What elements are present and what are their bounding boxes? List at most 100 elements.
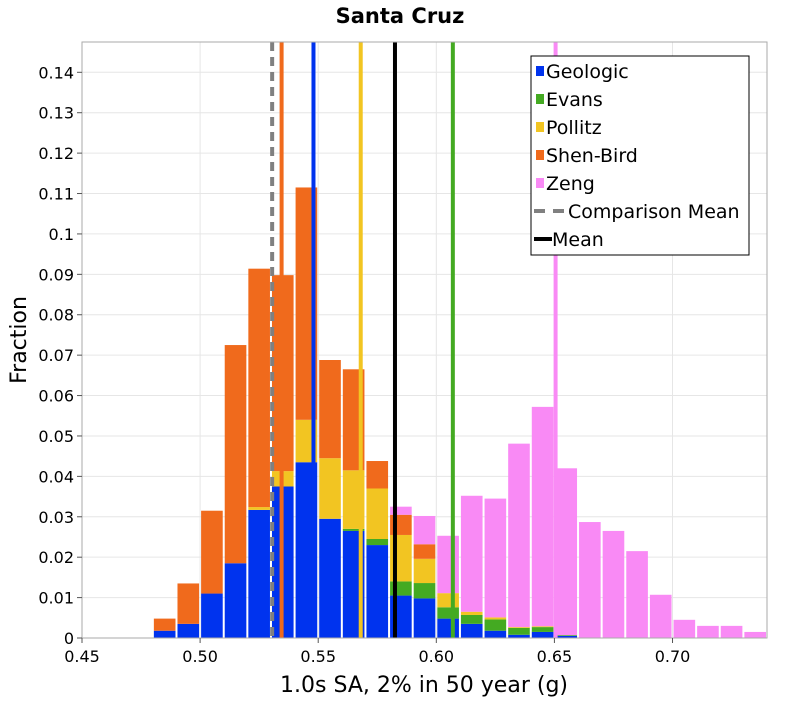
- bar-geologic: [555, 635, 578, 638]
- x-tick-label: 0.55: [300, 647, 336, 666]
- legend-swatch: [536, 122, 544, 132]
- bar-shen-bird: [366, 461, 389, 489]
- y-tick-label: 0.1: [49, 225, 74, 244]
- bar-pollitz: [460, 611, 483, 615]
- bar-shen-bird: [177, 583, 200, 624]
- bar-evans: [531, 627, 554, 632]
- y-tick-label: 0.07: [38, 346, 74, 365]
- bar-shen-bird: [153, 618, 176, 631]
- bar-zeng: [390, 506, 412, 515]
- bar-evans: [437, 607, 459, 619]
- bar-pollitz: [319, 458, 341, 519]
- bar-evans: [413, 583, 436, 599]
- bar-shen-bird: [413, 544, 436, 559]
- legend-swatch: [536, 150, 544, 160]
- bar-geologic: [484, 630, 507, 638]
- bar-zeng: [413, 515, 436, 545]
- bar-pollitz: [413, 558, 436, 584]
- y-axis-label: Fraction: [7, 296, 32, 384]
- y-tick-label: 0: [64, 629, 74, 648]
- x-axis-label: 1.0s SA, 2% in 50 year (g): [280, 673, 568, 698]
- bar-zeng: [602, 530, 625, 638]
- bar-zeng: [508, 443, 530, 628]
- legend-label: Comparison Mean: [568, 201, 740, 223]
- legend-label: Geologic: [546, 61, 629, 83]
- bar-shen-bird: [248, 268, 270, 508]
- bar-evans: [342, 528, 365, 531]
- legend-swatch: [536, 66, 544, 76]
- bar-pollitz: [531, 626, 554, 628]
- bar-geologic: [366, 545, 389, 638]
- bar-zeng: [673, 619, 696, 638]
- bar-pollitz: [248, 507, 270, 510]
- bar-zeng: [555, 468, 578, 636]
- bar-evans: [555, 635, 578, 636]
- bar-shen-bird: [319, 360, 341, 459]
- bar-pollitz: [437, 593, 459, 608]
- legend-label: Pollitz: [546, 117, 602, 139]
- bar-geologic: [248, 509, 270, 638]
- legend-swatch: [536, 178, 544, 188]
- legend-label: Zeng: [546, 173, 595, 195]
- bar-geologic: [177, 623, 200, 638]
- bar-pollitz: [366, 488, 389, 540]
- bar-zeng: [531, 406, 554, 627]
- bar-zeng: [697, 625, 719, 638]
- bar-geologic: [460, 623, 483, 638]
- bar-zeng: [437, 535, 459, 594]
- bar-zeng: [649, 594, 672, 638]
- bar-evans: [508, 627, 530, 635]
- y-tick-label: 0.06: [38, 387, 74, 406]
- y-tick-label: 0.04: [38, 467, 74, 486]
- y-tick-label: 0.01: [38, 589, 74, 608]
- x-tick-label: 0.70: [655, 647, 691, 666]
- y-tick-label: 0.13: [38, 104, 74, 123]
- x-tick-label: 0.65: [537, 647, 573, 666]
- bar-shen-bird: [201, 510, 223, 594]
- chart-title: Santa Cruz: [336, 4, 465, 28]
- bar-geologic: [413, 598, 436, 638]
- x-tick-label: 0.45: [64, 647, 100, 666]
- legend-swatch: [536, 94, 544, 104]
- bar-zeng: [484, 498, 507, 618]
- bar-zeng: [626, 551, 648, 638]
- bar-evans: [460, 614, 483, 624]
- y-tick-label: 0.14: [38, 63, 74, 82]
- bar-geologic: [531, 631, 554, 638]
- mean-lines: [270, 42, 558, 638]
- bar-zeng: [744, 631, 766, 638]
- legend-label: Shen-Bird: [546, 145, 638, 167]
- x-tick-label: 0.60: [418, 647, 454, 666]
- legend-box: [530, 55, 750, 256]
- plot-frame: [81, 41, 768, 639]
- bar-evans: [366, 539, 389, 546]
- bar-pollitz: [484, 617, 507, 620]
- legend-label: Mean: [552, 229, 604, 251]
- y-axis: 0 0.01 0.02 0.03 0.04 0.05 0.06 0.07 0.08 0.09 0.1…: [38, 63, 82, 648]
- bar-zeng: [720, 625, 743, 638]
- bar-pollitz: [508, 627, 530, 628]
- y-tick-label: 0.05: [38, 427, 74, 446]
- x-axis: 0.45 0.50 0.55 0.60 0.65 0.70: [64, 638, 690, 666]
- bar-shen-bird: [224, 345, 247, 564]
- bar-geologic: [319, 518, 341, 638]
- y-tick-label: 0.03: [38, 508, 74, 527]
- bar-geologic: [224, 563, 247, 638]
- bar-geologic: [508, 634, 530, 638]
- y-tick-label: 0.09: [38, 265, 74, 284]
- bar-geologic: [201, 593, 223, 638]
- y-tick-label: 0.11: [38, 185, 74, 204]
- bar-evans: [484, 619, 507, 631]
- legend: Geologic Evans Pollitz Shen-Bird Zeng Compari…: [530, 55, 750, 256]
- bar-zeng: [460, 495, 483, 612]
- bar-zeng: [579, 522, 601, 638]
- x-tick-label: 0.50: [182, 647, 218, 666]
- y-tick-label: 0.08: [38, 306, 74, 325]
- bar-geologic: [153, 630, 176, 638]
- y-tick-label: 0.12: [38, 144, 74, 163]
- legend-label: Evans: [546, 89, 603, 111]
- bar-geologic: [437, 618, 459, 638]
- y-tick-label: 0.02: [38, 548, 74, 567]
